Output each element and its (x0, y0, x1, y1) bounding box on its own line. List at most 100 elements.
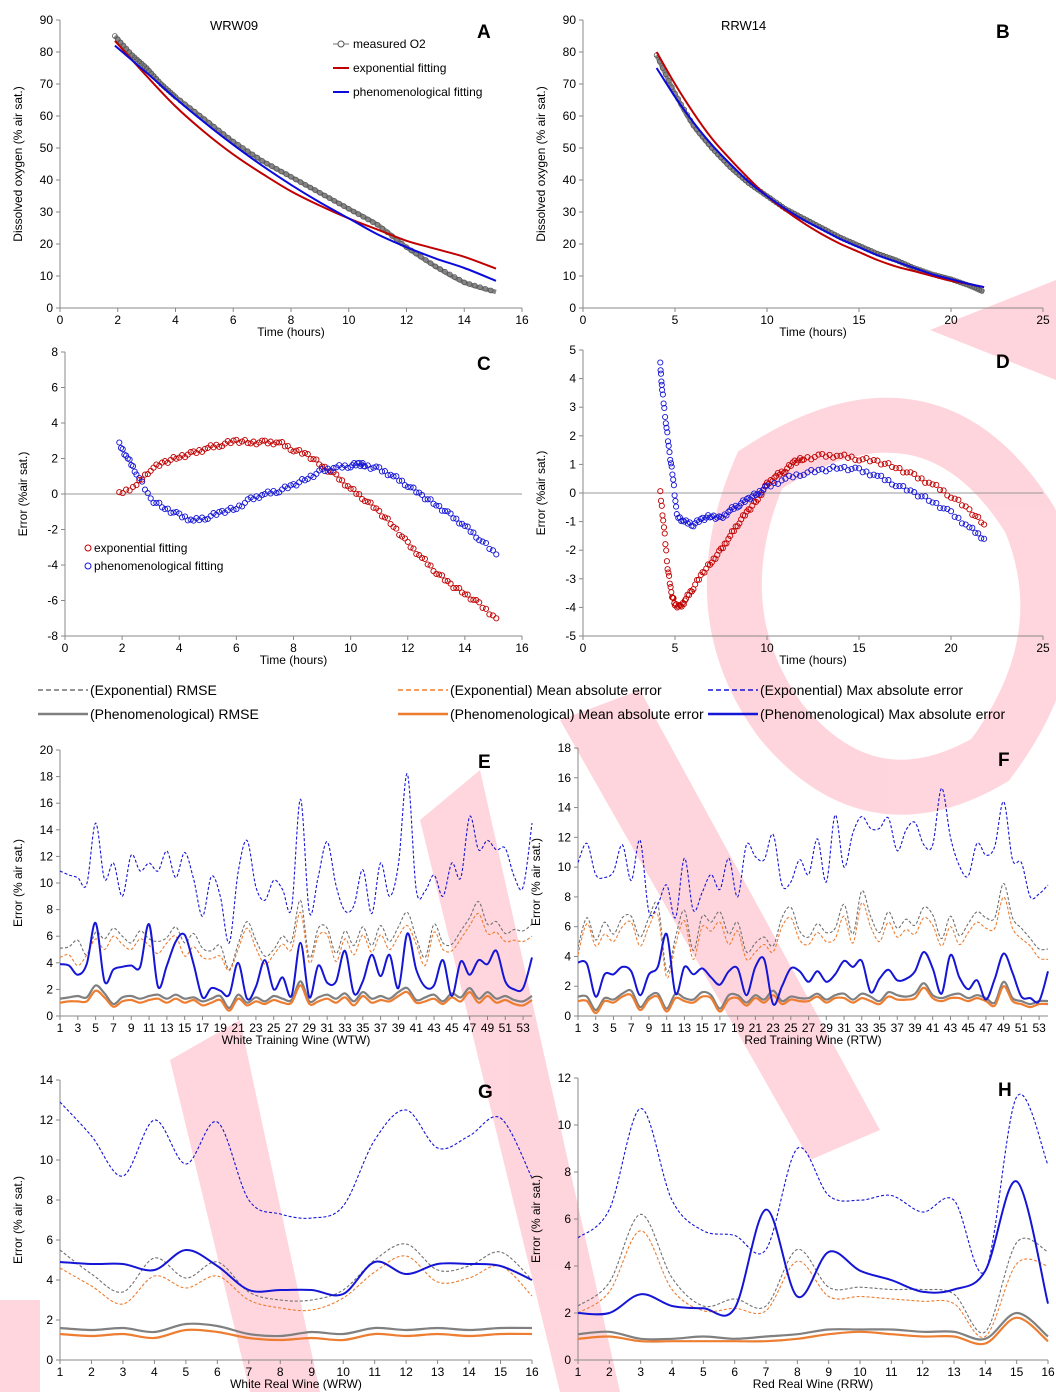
error-point (727, 507, 734, 514)
error-point (353, 490, 360, 497)
x-tick-label: 9 (128, 1021, 135, 1035)
series-line (60, 911, 533, 972)
error-point (690, 523, 697, 530)
error-point (129, 483, 137, 490)
error-point (830, 454, 837, 461)
measured-point (302, 182, 309, 188)
error-point (837, 465, 844, 472)
y-tick-label: 0 (46, 1009, 53, 1023)
y-tick-label: 50 (40, 141, 54, 155)
error-point (665, 442, 672, 449)
error-point (929, 481, 936, 488)
y-tick-label: 2 (564, 979, 571, 993)
error-point (144, 490, 151, 497)
x-tick-label: 31 (837, 1021, 851, 1035)
y-tick-label: 14 (40, 1073, 54, 1087)
measured-point (374, 222, 381, 228)
y-axis-label: Error (% air sat.) (11, 1176, 25, 1264)
error-point (461, 522, 468, 530)
error-point (740, 497, 747, 504)
error-point (316, 467, 323, 474)
error-point (387, 520, 394, 528)
x-tick-label: 2 (606, 1365, 613, 1379)
error-point (664, 566, 671, 573)
error-point (479, 538, 486, 545)
error-point (293, 447, 300, 454)
error-point (682, 595, 690, 602)
error-point (859, 456, 866, 463)
error-point (756, 487, 763, 495)
measured-point (117, 39, 124, 46)
error-point (190, 448, 197, 455)
error-point (745, 494, 752, 501)
error-point (659, 391, 666, 398)
error-point (874, 457, 881, 464)
legend-marker (337, 40, 345, 48)
y-tick-label: -4 (47, 558, 58, 572)
panel-letter: F (998, 750, 1010, 771)
x-tick-label: 13 (431, 1365, 445, 1379)
error-point (844, 467, 852, 474)
x-tick-label: 5 (610, 1021, 617, 1035)
error-point (438, 507, 446, 514)
x-tick-label: 14 (462, 1365, 476, 1379)
error-point (347, 485, 354, 492)
error-point (290, 481, 297, 488)
legend-c: exponential fitting phenomenological fitt… (84, 541, 223, 573)
error-point (241, 499, 248, 506)
measured-point (350, 208, 357, 215)
x-tick-label: 0 (580, 313, 587, 327)
error-point (167, 509, 174, 516)
error-point (679, 517, 686, 524)
error-point (156, 499, 163, 506)
watermark (0, 280, 1056, 1392)
x-tick-label: 2 (114, 313, 121, 327)
legend-label: (Phenomenological) Mean absolute error (450, 706, 704, 722)
x-tick-label: 47 (979, 1021, 993, 1035)
x-tick-label: 5 (700, 1365, 707, 1379)
series-line (60, 1248, 533, 1297)
y-tick-label: 6 (564, 1212, 571, 1226)
measured-point (487, 287, 494, 294)
error-point (126, 456, 133, 463)
error-point (659, 512, 666, 519)
error-point (947, 508, 955, 515)
error-point (447, 510, 454, 517)
y-axis-label: Dissolved oxygen (% air sat.) (11, 86, 25, 241)
error-point (438, 572, 446, 579)
x-tick-label: 1 (575, 1021, 582, 1035)
x-tick-label: 6 (230, 313, 237, 327)
error-point (966, 524, 973, 531)
y-tick-label: 8 (564, 1165, 571, 1179)
series-line (60, 984, 533, 1012)
error-point (940, 505, 947, 512)
error-point (284, 442, 291, 449)
error-point (341, 482, 348, 489)
y-tick-label: 10 (558, 860, 572, 874)
y-tick-label: 0 (564, 1009, 571, 1023)
error-point (815, 466, 822, 473)
error-point (450, 585, 457, 592)
measured-point (278, 168, 285, 175)
measured-point (317, 190, 323, 196)
x-tick-label: 3 (592, 1021, 599, 1035)
error-point (787, 462, 794, 469)
error-point (975, 513, 982, 520)
error-point (658, 378, 665, 385)
error-point (147, 495, 154, 502)
y-tick-label: 90 (40, 13, 54, 27)
error-point (230, 506, 237, 513)
x-tick-label: 21 (749, 1021, 763, 1035)
y-tick-label: 8 (51, 345, 58, 359)
y-tick-label: 60 (40, 109, 54, 123)
error-point (852, 456, 859, 463)
y-tick-label: -6 (47, 594, 58, 608)
error-point (319, 463, 326, 470)
error-point (486, 611, 493, 618)
error-point (657, 488, 664, 495)
error-point (153, 461, 160, 468)
error-point (259, 437, 266, 444)
error-point (424, 496, 431, 503)
error-point (981, 535, 988, 542)
